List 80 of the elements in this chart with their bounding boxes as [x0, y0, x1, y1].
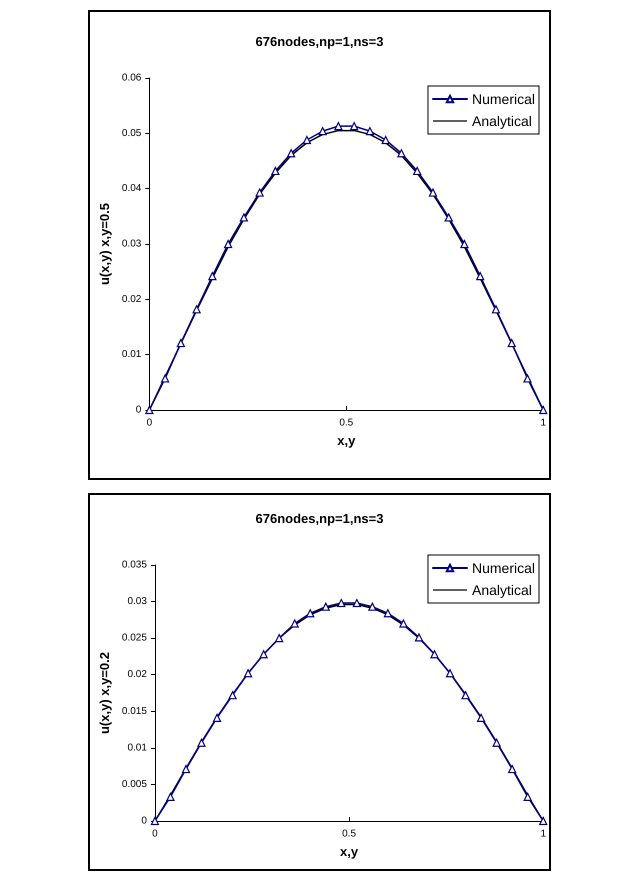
point: [492, 305, 500, 314]
point: [337, 598, 346, 608]
point: [176, 338, 185, 348]
point: [461, 691, 470, 700]
x-tick-label: 1: [540, 828, 546, 840]
point: [476, 272, 484, 280]
y-axis-title: u(x,y) x,y=0.2: [97, 652, 112, 734]
y-tick-label: 0.01: [127, 742, 148, 754]
point: [166, 792, 175, 801]
legend-label: Numerical: [472, 560, 535, 576]
y-axis-title: u(x,y) x,y=0.5: [97, 202, 112, 286]
point: [322, 602, 330, 611]
point: [428, 188, 438, 197]
point: [290, 619, 299, 628]
point: [446, 669, 454, 678]
point: [524, 792, 532, 801]
y-tick-label: 0.025: [122, 632, 148, 644]
point: [492, 738, 501, 747]
point: [368, 602, 376, 611]
point: [271, 166, 280, 176]
y-tick-label: 0.05: [122, 128, 142, 139]
point: [539, 406, 548, 414]
point: [350, 122, 358, 130]
y-tick-label: 0.06: [122, 72, 142, 84]
y-tick-label: 0.02: [127, 669, 148, 680]
point: [352, 598, 361, 608]
point: [224, 240, 232, 248]
point: [523, 374, 532, 383]
point: [318, 127, 327, 136]
point: [197, 738, 206, 747]
chart-title: 676nodes,np=1,ns=3: [256, 511, 384, 526]
y-tick-label: 0.02: [122, 294, 142, 305]
y-tick-label: 0.03: [122, 238, 142, 250]
point: [539, 816, 548, 826]
point: [476, 714, 486, 722]
x-tick-label: 0.5: [339, 418, 354, 428]
point: [444, 213, 453, 222]
point: [397, 149, 406, 158]
x-axis-title: x,y: [337, 433, 356, 448]
x-axis-title: x,y: [340, 844, 359, 859]
point: [414, 633, 424, 642]
point: [399, 619, 408, 628]
x-tick-label: 1: [540, 418, 546, 428]
point: [382, 136, 390, 144]
y-tick-label: 0: [141, 816, 148, 826]
x-tick-label: 0.5: [342, 828, 356, 840]
legend-label: Analytical: [472, 113, 532, 129]
point: [161, 374, 170, 383]
y-tick-label: 0.01: [122, 349, 142, 360]
point: [306, 609, 314, 618]
point: [334, 122, 343, 130]
point: [192, 305, 201, 314]
point: [208, 272, 216, 280]
x-tick-label: 0: [152, 828, 158, 840]
y-tick-label: 0.03: [127, 596, 148, 608]
point: [244, 669, 252, 678]
legend-label: Analytical: [472, 582, 532, 598]
point: [275, 634, 284, 642]
point: [212, 714, 222, 722]
chart-title: 676nodes,np=1,ns=3: [256, 34, 384, 49]
point: [508, 764, 516, 774]
point: [366, 127, 374, 136]
point: [460, 240, 469, 248]
point: [430, 650, 439, 658]
y-tick-label: 0.04: [122, 183, 142, 194]
point: [287, 149, 296, 158]
point: [228, 691, 237, 700]
point: [260, 650, 268, 658]
point: [182, 764, 190, 774]
legend-label: Numerical: [472, 91, 535, 107]
point: [256, 188, 264, 197]
point: [413, 166, 422, 176]
y-tick-label: 0.005: [122, 778, 148, 790]
point: [508, 338, 516, 348]
y-tick-label: 0: [136, 404, 142, 416]
point: [302, 136, 312, 144]
y-tick-label: 0.035: [122, 560, 148, 570]
y-tick-label: 0.015: [122, 706, 148, 717]
point: [384, 609, 392, 618]
point: [240, 213, 248, 222]
